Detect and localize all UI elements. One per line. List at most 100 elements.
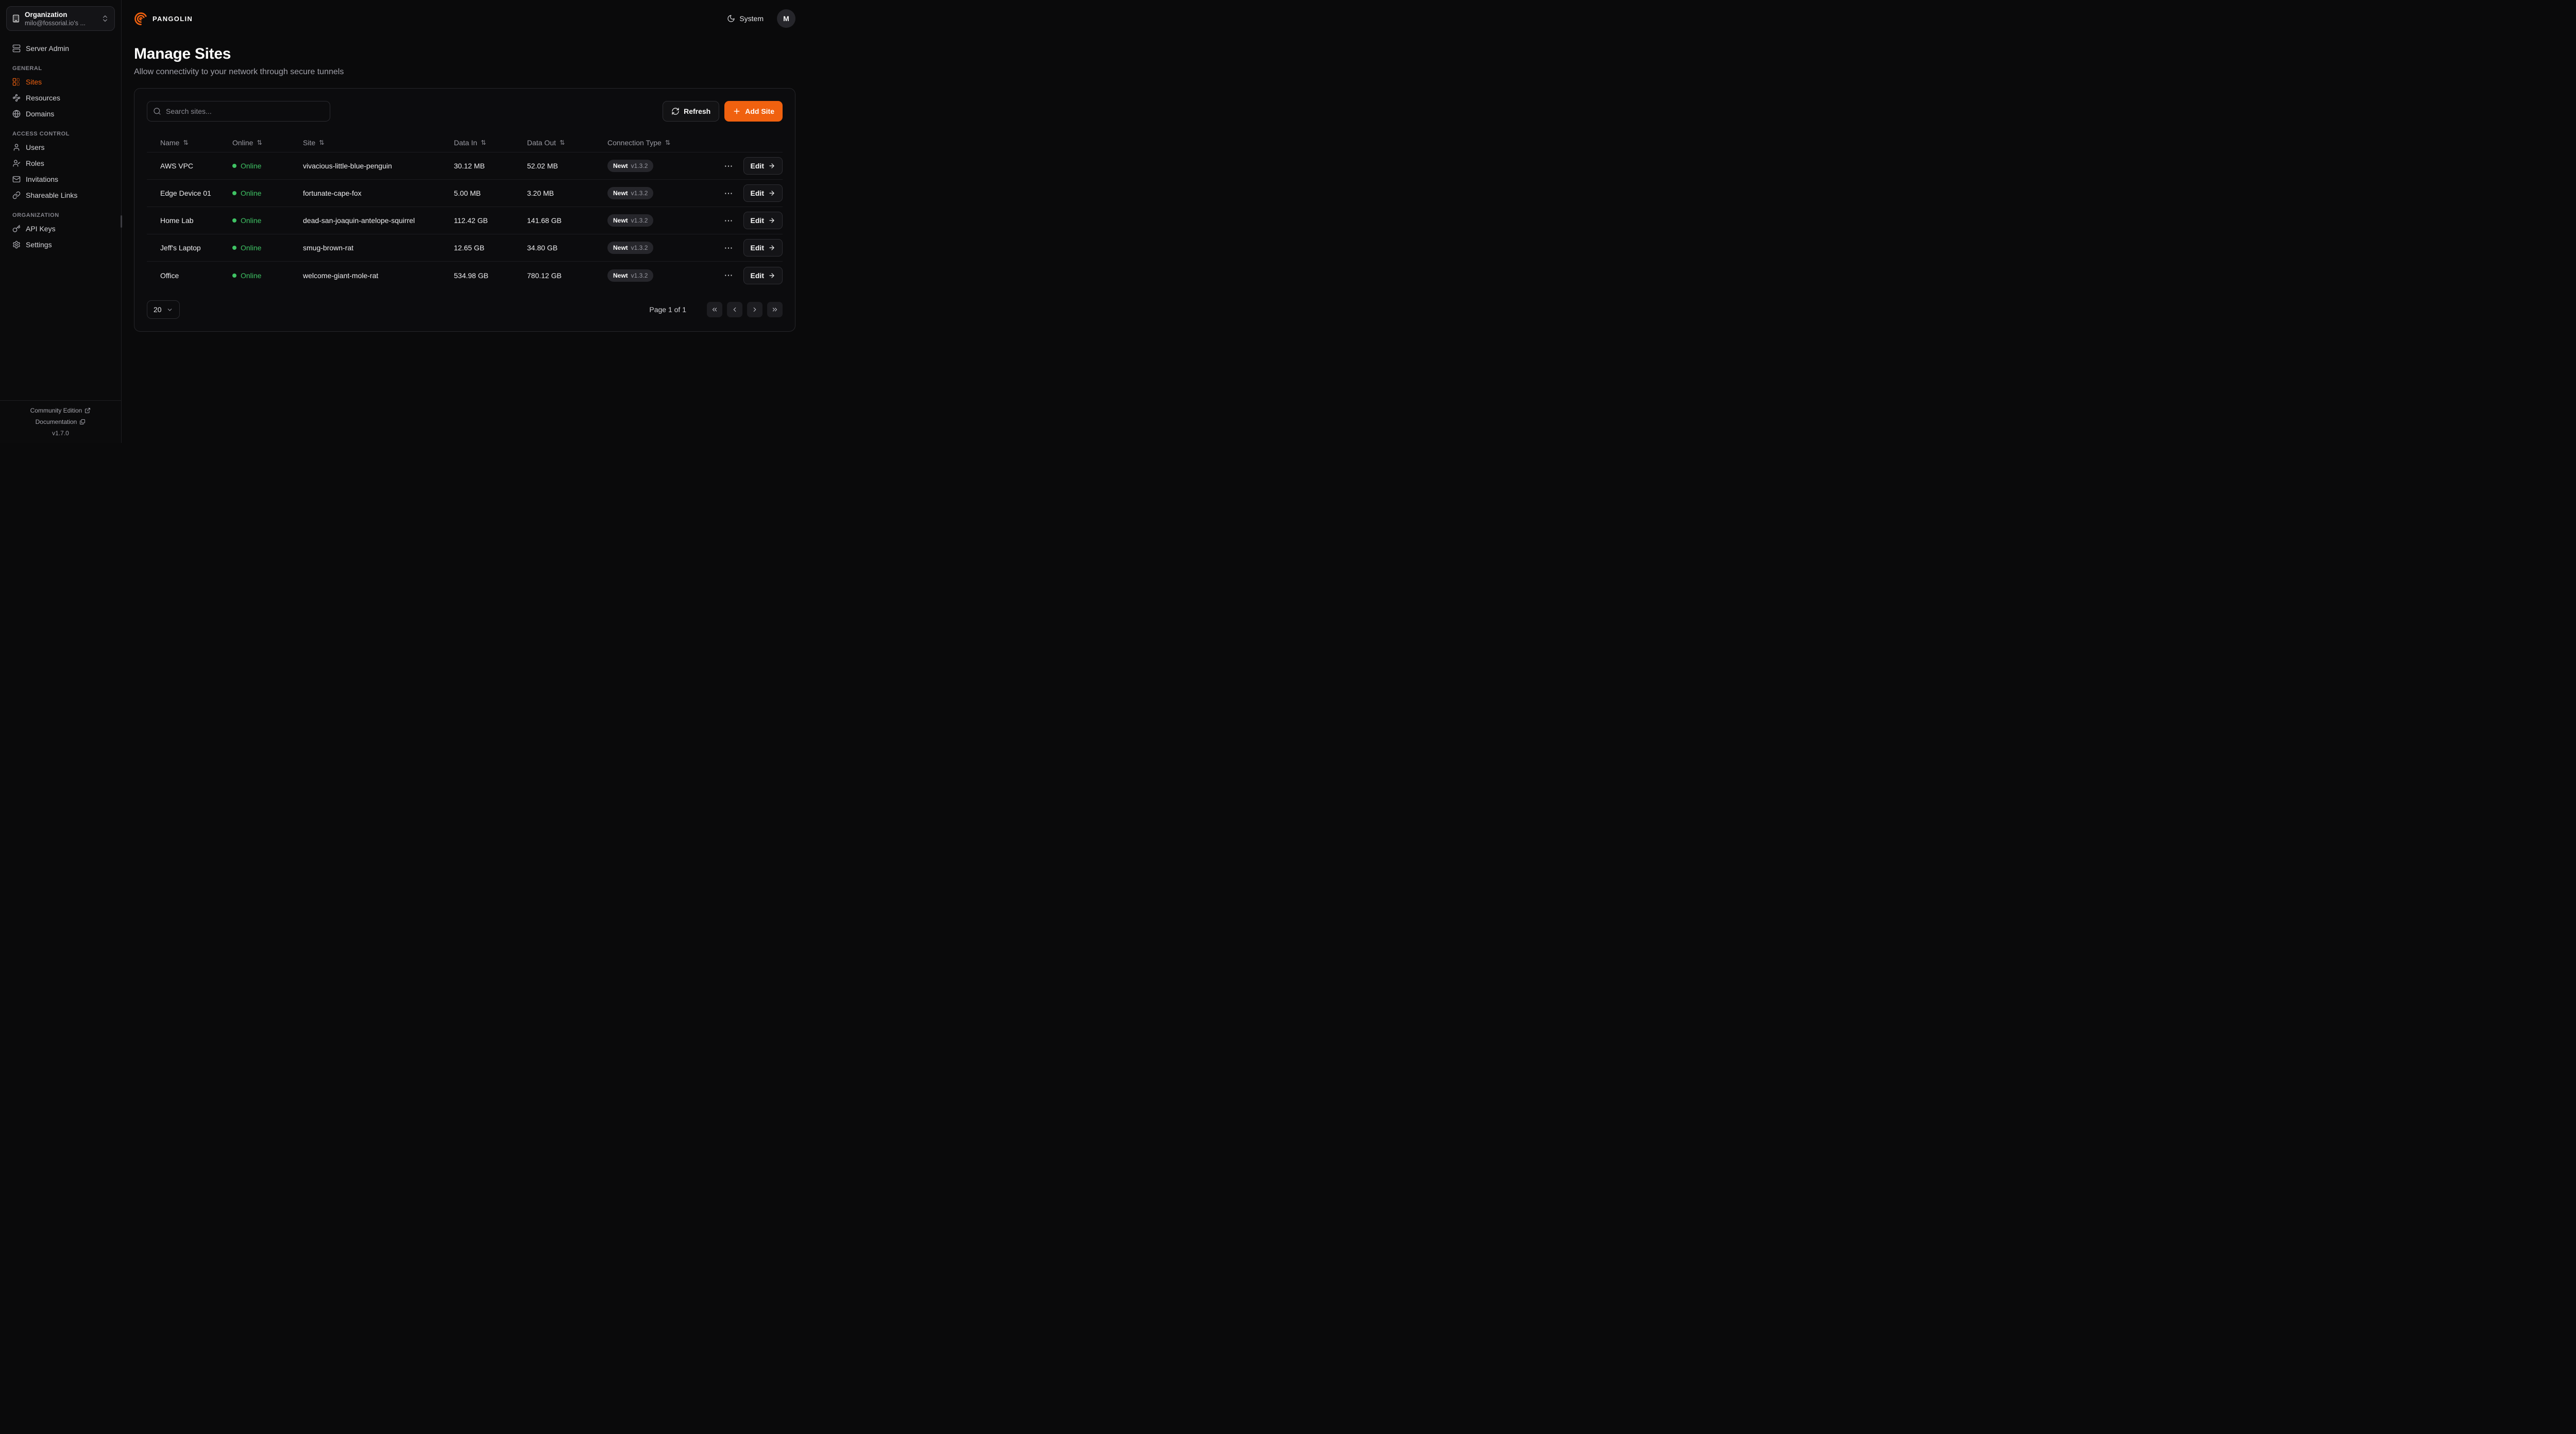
sidebar-item-label: Roles: [26, 159, 44, 167]
pangolin-logo-icon: [134, 12, 148, 26]
page-info: Page 1 of 1: [649, 305, 686, 314]
org-picker[interactable]: Organization milo@fossorial.io's ...: [6, 6, 115, 31]
edit-button[interactable]: Edit: [743, 212, 783, 229]
sidebar-resize-handle[interactable]: [121, 215, 122, 228]
online-dot-icon: [232, 273, 236, 278]
column-header-data-out[interactable]: Data Out ⇅: [527, 138, 565, 147]
gear-icon: [12, 241, 21, 249]
column-header-site[interactable]: Site ⇅: [303, 138, 325, 147]
data-out-cell: 34.80 GB: [527, 244, 558, 252]
sidebar: Organization milo@fossorial.io's ... Ser…: [0, 0, 122, 443]
sidebar-item-domains[interactable]: Domains: [8, 106, 113, 122]
status-badge: Online: [232, 189, 303, 197]
search-icon: [153, 107, 161, 115]
sidebar-item-label: Invitations: [26, 175, 59, 183]
last-page-button[interactable]: [767, 302, 783, 317]
brand-home-link[interactable]: PANGOLIN: [134, 12, 193, 26]
search-input[interactable]: [147, 101, 330, 122]
section-label-access-control: ACCESS CONTROL: [12, 131, 70, 137]
user-icon: [12, 143, 21, 151]
edit-button[interactable]: Edit: [743, 157, 783, 175]
add-site-button[interactable]: Add Site: [724, 101, 783, 122]
sidebar-item-sites[interactable]: Sites: [8, 74, 113, 90]
status-badge: Online: [232, 216, 303, 225]
sort-icon: ⇅: [481, 139, 486, 146]
theme-toggle-button[interactable]: System: [724, 14, 767, 23]
external-link-icon: [84, 407, 91, 414]
online-dot-icon: [232, 191, 236, 195]
data-in-cell: 534.98 GB: [454, 271, 488, 280]
sidebar-item-label: Users: [26, 143, 45, 151]
documentation-link[interactable]: Documentation: [36, 418, 86, 425]
site-slug-cell: welcome-giant-mole-rat: [303, 271, 379, 280]
theme-label: System: [739, 14, 764, 23]
arrow-right-icon: [768, 162, 775, 169]
site-slug-cell: dead-san-joaquin-antelope-squirrel: [303, 216, 415, 225]
sort-icon: ⇅: [183, 139, 189, 146]
chevron-down-icon: [166, 306, 173, 313]
arrow-right-icon: [768, 217, 775, 224]
site-slug-cell: smug-brown-rat: [303, 244, 354, 252]
sidebar-item-roles[interactable]: Roles: [8, 156, 113, 171]
sites-icon: [12, 78, 21, 86]
sidebar-item-invitations[interactable]: Invitations: [8, 172, 113, 187]
site-name-cell: Home Lab: [160, 216, 194, 225]
previous-page-button[interactable]: [727, 302, 742, 317]
first-page-button[interactable]: [707, 302, 722, 317]
plus-icon: [733, 107, 741, 115]
moon-icon: [727, 14, 735, 23]
community-edition-link[interactable]: Community Edition: [30, 407, 91, 414]
section-label-organization: ORGANIZATION: [12, 212, 59, 218]
key-icon: [12, 225, 21, 233]
sidebar-item-shareable-links[interactable]: Shareable Links: [8, 187, 113, 203]
sidebar-footer: Community Edition Documentation v1.7.0: [0, 400, 121, 443]
column-header-name[interactable]: Name ⇅: [160, 138, 189, 147]
table-header: Name ⇅ Online ⇅ Site ⇅ Data In ⇅ Data Out ⇅ C…: [147, 133, 783, 152]
page-subtitle: Allow connectivity to your network throu…: [134, 67, 344, 76]
edit-button[interactable]: Edit: [743, 239, 783, 257]
row-menu-button[interactable]: ⋯: [721, 161, 736, 172]
avatar[interactable]: M: [777, 9, 795, 28]
status-badge: Online: [232, 271, 303, 280]
site-name-cell: Office: [160, 271, 179, 280]
sort-icon: ⇅: [319, 139, 325, 146]
sidebar-item-resources[interactable]: Resources: [8, 90, 113, 106]
sites-table: Name ⇅ Online ⇅ Site ⇅ Data In ⇅ Data Out ⇅ C…: [147, 133, 783, 289]
sidebar-item-users[interactable]: Users: [8, 140, 113, 155]
role-icon: [12, 159, 21, 167]
data-out-cell: 3.20 MB: [527, 189, 554, 197]
sidebar-item-label: Sites: [26, 78, 42, 86]
row-menu-button[interactable]: ⋯: [721, 188, 736, 199]
sort-icon: ⇅: [560, 139, 565, 146]
table-row: AWS VPC Online vivacious-little-blue-pen…: [147, 152, 783, 180]
org-subtitle: milo@fossorial.io's ...: [25, 19, 86, 27]
online-dot-icon: [232, 164, 236, 168]
connection-type-badge: Newt v1.3.2: [607, 160, 654, 172]
page-head: Manage Sites Allow connectivity to your …: [122, 37, 808, 88]
sidebar-item-settings[interactable]: Settings: [8, 237, 113, 252]
page-size-select[interactable]: 20: [147, 300, 180, 319]
sort-icon: ⇅: [665, 139, 671, 146]
sidebar-item-api-keys[interactable]: API Keys: [8, 221, 113, 236]
sidebar-item-label: Domains: [26, 110, 55, 118]
refresh-button[interactable]: Refresh: [663, 101, 720, 122]
row-menu-button[interactable]: ⋯: [721, 270, 736, 281]
sidebar-item-label: Resources: [26, 94, 60, 102]
mail-icon: [12, 175, 21, 183]
connection-type-badge: Newt v1.3.2: [607, 269, 654, 282]
row-menu-button[interactable]: ⋯: [721, 243, 736, 253]
edit-button[interactable]: Edit: [743, 184, 783, 202]
column-header-data-in[interactable]: Data In ⇅: [454, 138, 486, 147]
sidebar-item-label: Shareable Links: [26, 191, 78, 199]
sidebar-nav: Server Admin GENERAL Sites Resources Do: [0, 37, 121, 400]
edit-button[interactable]: Edit: [743, 266, 783, 284]
page-title: Manage Sites: [134, 45, 231, 62]
refresh-icon: [671, 107, 680, 115]
next-page-button[interactable]: [747, 302, 762, 317]
org-title: Organization: [25, 10, 67, 19]
row-menu-button[interactable]: ⋯: [721, 215, 736, 226]
column-header-connection-type[interactable]: Connection Type ⇅: [607, 138, 671, 147]
topbar: PANGOLIN System M: [122, 0, 808, 37]
sidebar-item-server-admin[interactable]: Server Admin: [8, 41, 113, 56]
column-header-online[interactable]: Online ⇅: [232, 138, 262, 147]
